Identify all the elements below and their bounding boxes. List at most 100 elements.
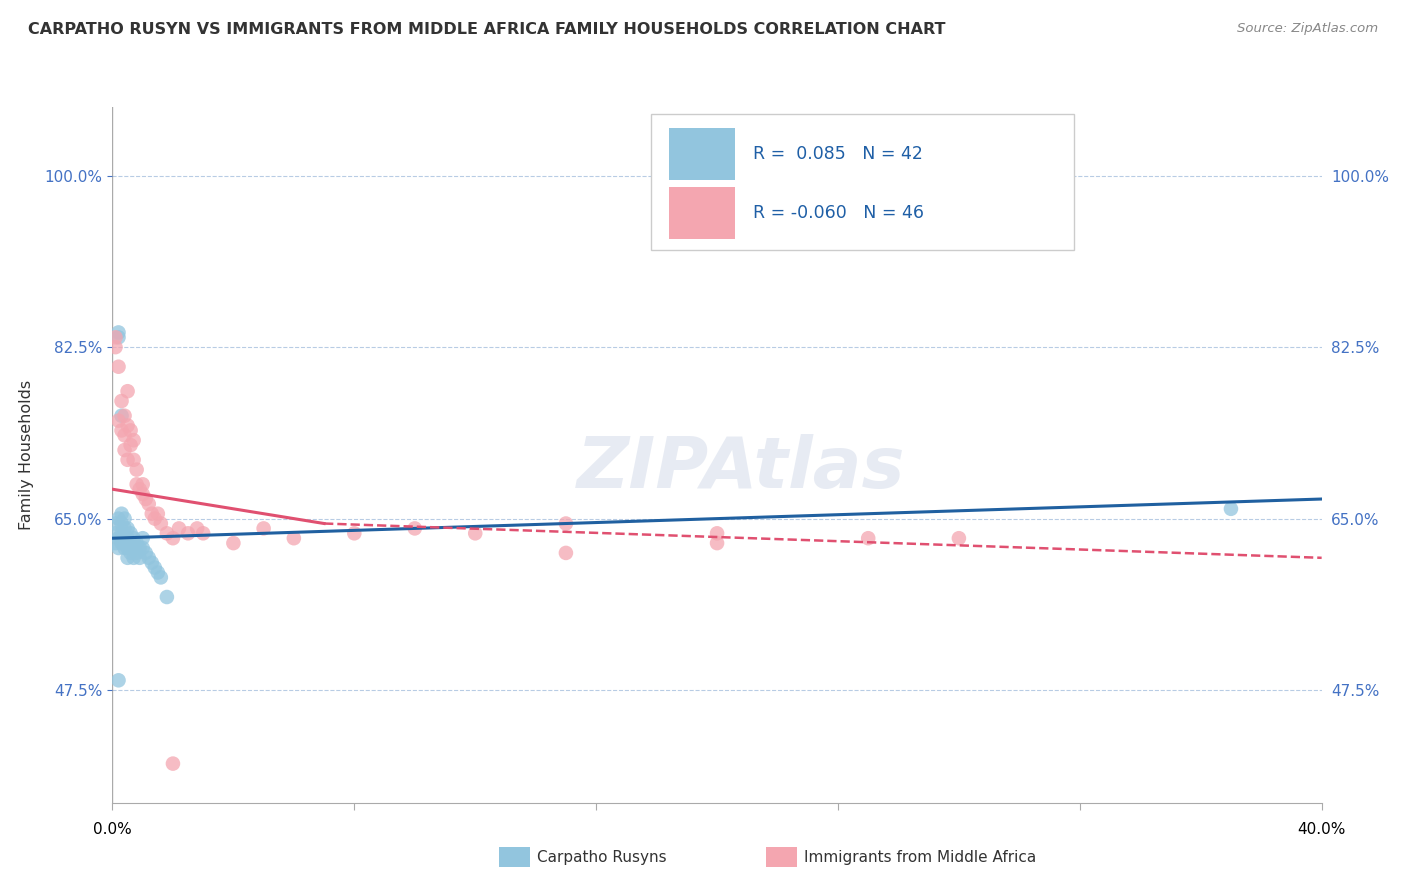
Text: R = -0.060   N = 46: R = -0.060 N = 46 [754, 203, 924, 222]
Point [125, 462, 148, 476]
Point [856, 531, 880, 545]
Point [125, 546, 148, 560]
Point [117, 384, 139, 399]
Point [156, 526, 179, 541]
Point [138, 550, 160, 565]
Point [343, 526, 366, 541]
Point [104, 340, 127, 354]
Point [107, 511, 129, 525]
Point [120, 424, 142, 438]
FancyBboxPatch shape [669, 187, 735, 239]
Point [149, 516, 172, 531]
Point [114, 443, 136, 458]
Point [191, 526, 214, 541]
Point [404, 521, 426, 535]
Text: Source: ZipAtlas.com: Source: ZipAtlas.com [1237, 22, 1378, 36]
Point [117, 452, 139, 467]
Point [146, 566, 169, 580]
Point [554, 516, 576, 531]
Point [135, 546, 157, 560]
Point [128, 550, 150, 565]
Point [107, 326, 129, 340]
Point [117, 531, 139, 545]
Point [104, 536, 127, 550]
Point [1220, 501, 1243, 516]
Point [110, 409, 132, 423]
Point [114, 521, 136, 535]
Point [948, 531, 970, 545]
Point [104, 516, 127, 531]
Point [177, 526, 200, 541]
Point [222, 536, 245, 550]
Point [114, 511, 136, 525]
FancyBboxPatch shape [669, 128, 735, 180]
Point [125, 477, 148, 491]
Text: CARPATHO RUSYN VS IMMIGRANTS FROM MIDDLE AFRICA FAMILY HOUSEHOLDS CORRELATION CH: CARPATHO RUSYN VS IMMIGRANTS FROM MIDDLE… [28, 22, 946, 37]
Point [122, 452, 145, 467]
Point [122, 550, 145, 565]
Point [283, 531, 305, 545]
Point [167, 521, 190, 535]
Point [114, 428, 136, 442]
Point [156, 590, 179, 604]
Point [706, 526, 728, 541]
Text: 40.0%: 40.0% [1298, 822, 1346, 838]
Point [125, 536, 148, 550]
Text: 0.0%: 0.0% [93, 822, 132, 838]
Point [132, 477, 155, 491]
Point [110, 526, 132, 541]
Point [114, 409, 136, 423]
Text: R =  0.085   N = 42: R = 0.085 N = 42 [754, 145, 924, 162]
Point [135, 491, 157, 506]
Point [141, 507, 163, 521]
Point [138, 497, 160, 511]
Point [117, 541, 139, 555]
Point [110, 507, 132, 521]
Point [149, 570, 172, 584]
Point [107, 359, 129, 374]
Point [706, 536, 728, 550]
Point [120, 526, 142, 541]
Point [114, 541, 136, 555]
Point [104, 526, 127, 541]
Text: Immigrants from Middle Africa: Immigrants from Middle Africa [804, 850, 1036, 864]
Point [117, 521, 139, 535]
Text: Carpatho Rusyns: Carpatho Rusyns [537, 850, 666, 864]
Text: ZIPAtlas: ZIPAtlas [576, 434, 905, 503]
Point [141, 556, 163, 570]
Point [117, 418, 139, 433]
Point [143, 511, 166, 525]
Point [132, 541, 155, 555]
Point [117, 550, 139, 565]
Point [120, 546, 142, 560]
Point [107, 330, 129, 344]
Y-axis label: Family Households: Family Households [18, 380, 34, 530]
Point [122, 541, 145, 555]
Point [110, 536, 132, 550]
Point [110, 394, 132, 409]
Point [132, 531, 155, 545]
Point [128, 482, 150, 496]
Point [143, 560, 166, 574]
Point [554, 546, 576, 560]
Point [128, 541, 150, 555]
Point [120, 438, 142, 452]
Point [146, 507, 169, 521]
Point [107, 531, 129, 545]
Point [122, 434, 145, 448]
FancyBboxPatch shape [651, 114, 1074, 250]
Point [253, 521, 276, 535]
Point [162, 756, 184, 771]
Point [114, 531, 136, 545]
Point [104, 330, 127, 344]
Point [107, 673, 129, 688]
Point [110, 424, 132, 438]
Point [132, 487, 155, 501]
Point [162, 531, 184, 545]
Point [107, 541, 129, 555]
Point [122, 531, 145, 545]
Point [120, 536, 142, 550]
Point [464, 526, 486, 541]
Point [110, 516, 132, 531]
Point [186, 521, 208, 535]
